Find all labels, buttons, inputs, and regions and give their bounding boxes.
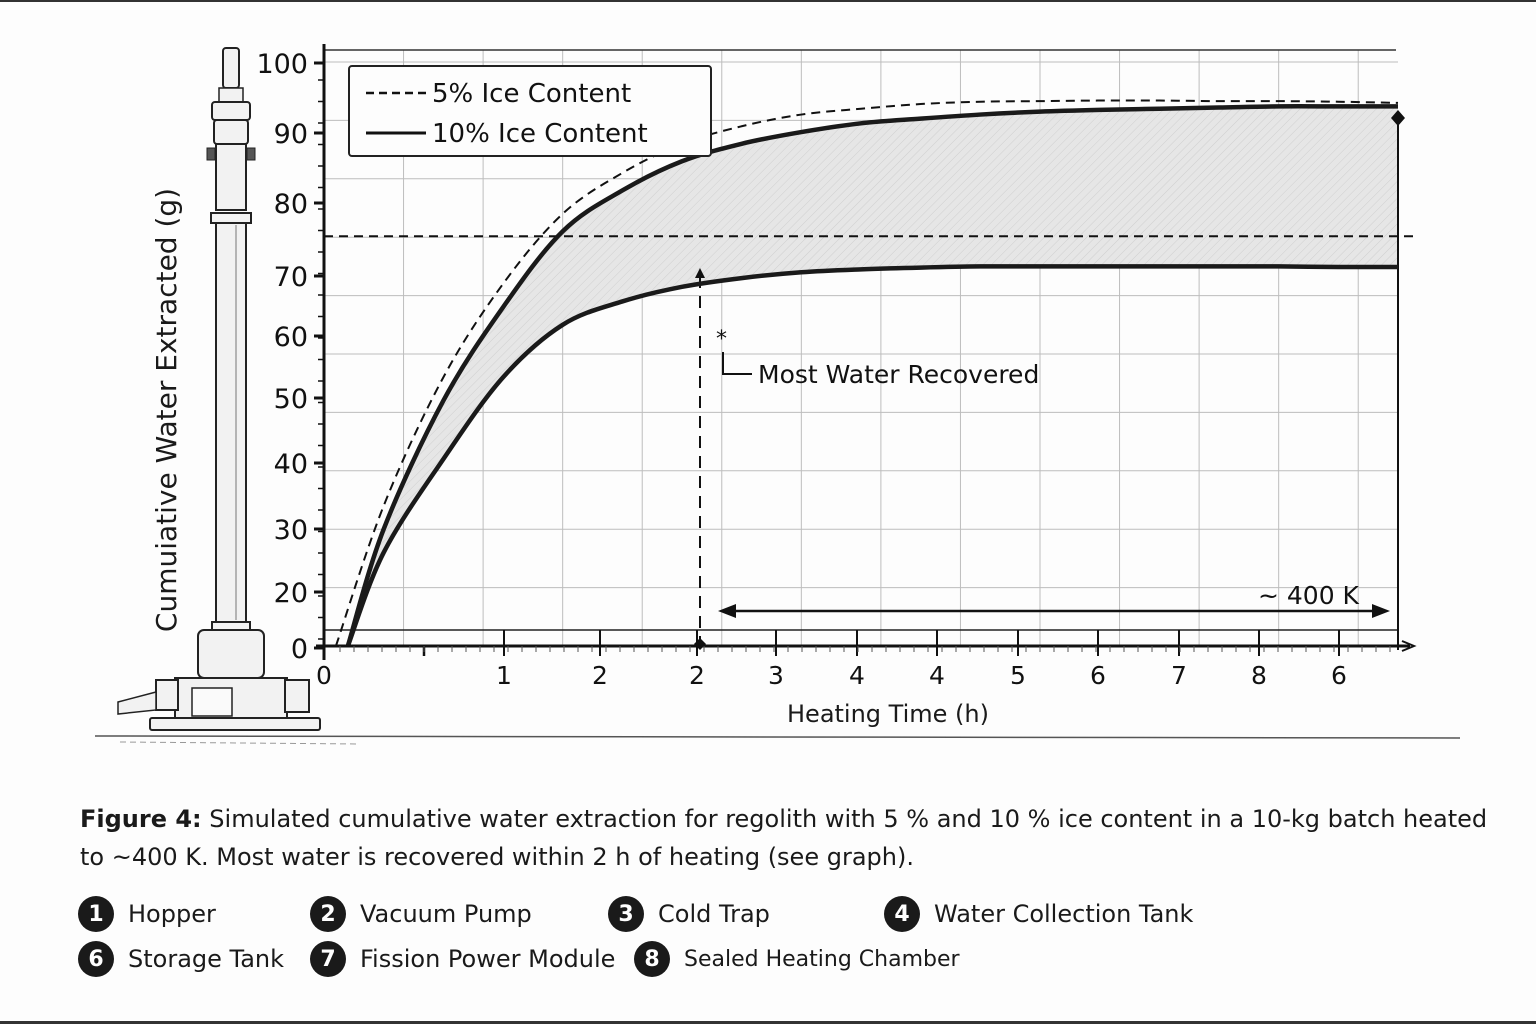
number-badge-icon: 8 bbox=[634, 941, 670, 977]
legend-item-10pct: 10% Ice Content bbox=[432, 119, 648, 149]
temperature-annotation: ~ 400 K bbox=[718, 581, 1390, 618]
svg-text:40: 40 bbox=[274, 449, 308, 480]
caption-label: Figure 4: bbox=[80, 805, 202, 833]
svg-text:7: 7 bbox=[1171, 661, 1187, 690]
x-marker-icon bbox=[694, 638, 706, 650]
chart: 0 20 30 40 50 60 70 80 90 100 0 1 2 2 3 4 4 5 6 7 8 6 Cumuia… bbox=[94, 44, 1461, 745]
component-label: Hopper bbox=[128, 900, 216, 928]
figure-caption: Figure 4: Simulated cumulative water ext… bbox=[80, 800, 1500, 876]
component-4: 4 Water Collection Tank bbox=[884, 896, 1193, 932]
annotation-temperature: ~ 400 K bbox=[1258, 581, 1360, 610]
bottom-border bbox=[0, 1021, 1536, 1024]
legend-item-5pct: 5% Ice Content bbox=[432, 79, 631, 109]
component-7: 7 Fission Power Module bbox=[310, 941, 615, 977]
asterisk-icon: * bbox=[716, 327, 727, 352]
component-label: Sealed Heating Chamber bbox=[684, 946, 960, 972]
component-label: Fission Power Module bbox=[360, 945, 616, 973]
number-badge-icon: 3 bbox=[608, 896, 644, 932]
svg-text:6: 6 bbox=[1090, 661, 1106, 690]
svg-text:5: 5 bbox=[1010, 661, 1026, 690]
number-badge-icon: 4 bbox=[884, 896, 920, 932]
svg-text:2: 2 bbox=[689, 661, 705, 690]
svg-text:60: 60 bbox=[274, 322, 308, 353]
top-border bbox=[0, 0, 1536, 2]
shaded-band bbox=[347, 106, 1398, 646]
svg-text:70: 70 bbox=[274, 262, 308, 293]
svg-text:30: 30 bbox=[274, 515, 308, 546]
component-1: 1 Hopper bbox=[78, 896, 216, 932]
y-axis-ticks: 0 20 30 40 50 60 70 80 90 100 bbox=[256, 49, 324, 665]
svg-text:80: 80 bbox=[274, 189, 308, 220]
component-3: 3 Cold Trap bbox=[608, 896, 770, 932]
number-badge-icon: 1 bbox=[78, 896, 114, 932]
component-6: 6 Storage Tank bbox=[78, 941, 284, 977]
svg-text:100: 100 bbox=[256, 49, 308, 80]
svg-text:1: 1 bbox=[496, 661, 512, 690]
annotation-most-water: Most Water Recovered bbox=[758, 360, 1039, 389]
svg-text:4: 4 bbox=[849, 661, 865, 690]
component-label: Water Collection Tank bbox=[934, 900, 1194, 928]
svg-text:6: 6 bbox=[1331, 661, 1347, 690]
axes bbox=[316, 44, 1417, 660]
svg-text:50: 50 bbox=[274, 384, 308, 415]
svg-text:20: 20 bbox=[274, 578, 308, 609]
component-8: 8 Sealed Heating Chamber bbox=[634, 941, 960, 977]
number-badge-icon: 6 bbox=[78, 941, 114, 977]
svg-text:0: 0 bbox=[291, 634, 308, 665]
svg-text:90: 90 bbox=[274, 119, 308, 150]
component-label: Storage Tank bbox=[128, 945, 285, 973]
svg-text:0: 0 bbox=[316, 661, 332, 690]
most-water-annotation: * Most Water Recovered bbox=[716, 327, 1039, 389]
endpoint-marker-icon bbox=[1391, 110, 1405, 126]
number-badge-icon: 2 bbox=[310, 896, 346, 932]
component-label: Cold Trap bbox=[658, 900, 770, 928]
reference-lines bbox=[324, 118, 1418, 650]
arrow-left-icon bbox=[718, 604, 736, 618]
number-badge-icon: 7 bbox=[310, 941, 346, 977]
arrow-up-icon bbox=[695, 268, 705, 278]
component-2: 2 Vacuum Pump bbox=[310, 896, 532, 932]
extraction-rig-illustration bbox=[94, 47, 1461, 745]
x-axis-ticks: 0 1 2 2 3 4 4 5 6 7 8 6 bbox=[316, 630, 1391, 690]
svg-text:2: 2 bbox=[592, 661, 608, 690]
data-series bbox=[334, 99, 1399, 647]
arrow-right-icon bbox=[1372, 604, 1390, 618]
caption-text: Simulated cumulative water extraction fo… bbox=[80, 805, 1488, 871]
legend: 5% Ice Content 10% Ice Content bbox=[348, 65, 712, 157]
svg-text:3: 3 bbox=[768, 661, 784, 690]
y-axis-label: Cumuiative Water Extracted (g) bbox=[150, 188, 183, 632]
svg-text:4: 4 bbox=[929, 661, 945, 690]
component-label: Vacuum Pump bbox=[360, 900, 532, 928]
x-axis-label: Heating Time (h) bbox=[787, 700, 989, 728]
svg-text:8: 8 bbox=[1251, 661, 1267, 690]
